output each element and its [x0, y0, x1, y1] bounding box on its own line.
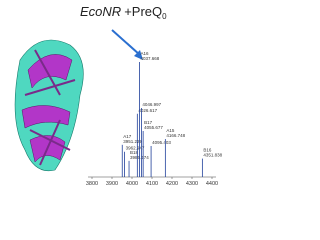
peak-label: A17 — [123, 134, 132, 139]
protein-structure — [14, 39, 84, 172]
peak-label: B17 — [144, 120, 153, 125]
x-tick-label: 4100 — [146, 181, 158, 187]
peak-label: A16 — [141, 51, 150, 56]
peak-label: 3951.229 — [123, 139, 142, 144]
chart: EcoNR +PreQ0 3800 3900 4000 4100 4200 4300 4400… — [14, 4, 223, 187]
x-tick-label: 3900 — [106, 181, 118, 187]
peak-label: 4046.997 — [142, 102, 161, 107]
arrow — [111, 29, 141, 56]
peak-label: A15 — [166, 128, 175, 133]
peak-label: 4166.748 — [166, 133, 185, 138]
ribbon-strands — [24, 49, 76, 166]
arrow-head — [134, 50, 143, 60]
x-tick-label: 4300 — [186, 181, 198, 187]
peak-label: 4037.668 — [141, 56, 160, 61]
peak-label: 3962.947 — [126, 146, 145, 151]
peak-label: 4351.838 — [203, 153, 222, 158]
x-tick-label: 3800 — [86, 181, 98, 187]
peak-label: 4055.677 — [144, 125, 163, 130]
title-ligand: +PreQ — [124, 4, 162, 19]
peak-label: 4026.617 — [138, 108, 157, 113]
peak-label: B18 — [130, 150, 139, 155]
title-organism: EcoNR — [80, 4, 121, 19]
peak-label: B16 — [203, 148, 212, 153]
x-tick-label: 4200 — [166, 181, 178, 187]
chart-title: EcoNR +PreQ0 — [80, 4, 167, 21]
title-subscript: 0 — [162, 12, 167, 21]
peak-label: 4095.403 — [152, 140, 171, 145]
x-tick-label: 4400 — [206, 181, 218, 187]
page: {"chart_data": {"type": "spectrum", "tit… — [14, 4, 223, 187]
x-tick-label: 4000 — [126, 181, 138, 187]
